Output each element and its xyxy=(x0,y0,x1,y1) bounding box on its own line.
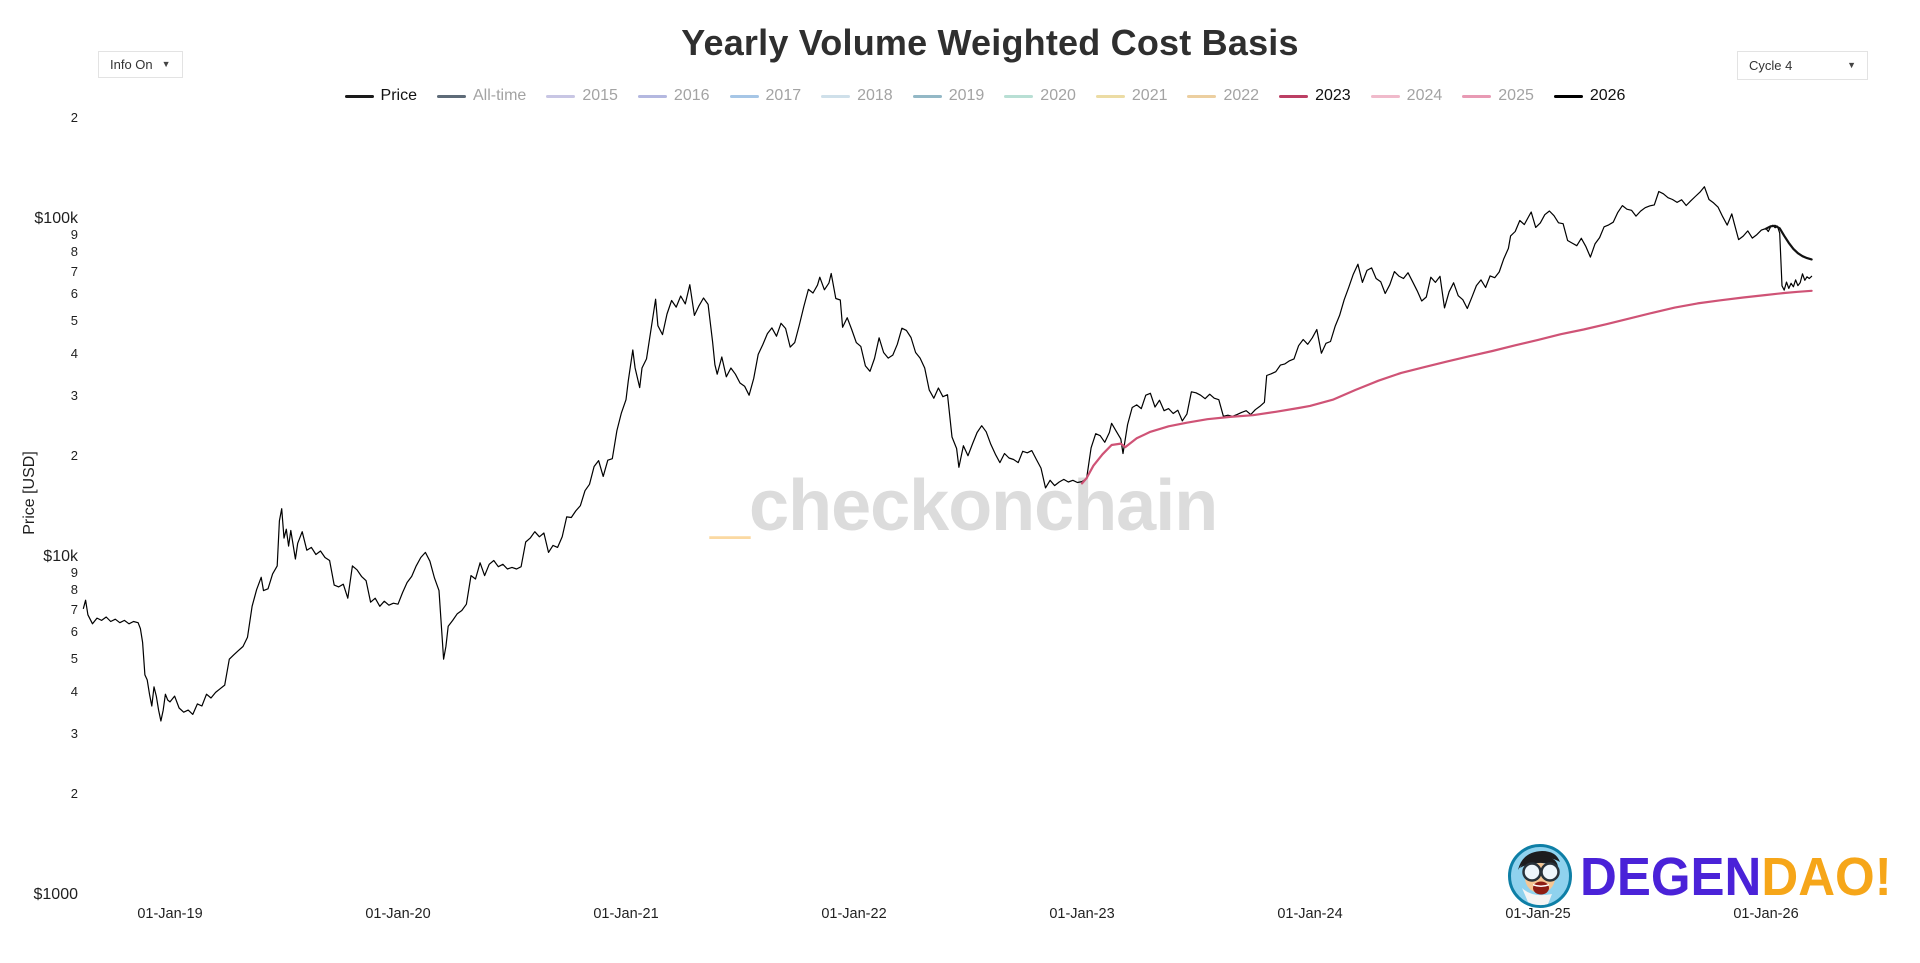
series-line-price xyxy=(82,186,1813,722)
legend-swatch-icon xyxy=(1370,94,1400,98)
legend-item-all-time[interactable]: All-time xyxy=(436,87,527,105)
legend-item-2024[interactable]: 2024 xyxy=(1370,87,1443,105)
legend-item-label: 2025 xyxy=(1498,87,1534,104)
legend-item-2023[interactable]: 2023 xyxy=(1279,87,1351,105)
series-line-2026 xyxy=(1764,224,1813,261)
x-tick-label: 01-Jan-23 xyxy=(1049,906,1115,922)
legend-item-label: 2022 xyxy=(1223,87,1260,104)
legend-swatch-icon xyxy=(436,94,466,98)
y-tick-label: 4 xyxy=(70,346,78,361)
checkonchain-watermark: _checkonchain xyxy=(710,470,1218,542)
legend-item-2020[interactable]: 2020 xyxy=(1004,87,1076,105)
legend-item-label: 2021 xyxy=(1131,87,1168,104)
y-tick-label: 2 xyxy=(70,785,78,801)
info-toggle-button[interactable]: Info On ▼ xyxy=(98,51,183,78)
y-tick-label: 2 xyxy=(70,109,78,125)
legend-item-2025[interactable]: 2025 xyxy=(1462,87,1534,105)
legend-swatch-icon xyxy=(821,94,851,98)
legend-item-price[interactable]: Price xyxy=(344,87,417,105)
cycle-select[interactable]: Cycle 4 ▼ xyxy=(1737,51,1868,80)
legend-item-2018[interactable]: 2018 xyxy=(821,87,893,105)
y-tick-label: $1000 xyxy=(33,886,79,903)
legend-item-label: 2024 xyxy=(1406,87,1443,104)
info-toggle-label: Info On xyxy=(110,57,153,72)
x-tick-label: 01-Jan-19 xyxy=(137,906,203,922)
legend-item-label: All-time xyxy=(472,87,527,104)
chart-legend: Price All-time 2015 2016 2017 2018 2019 2020 202… xyxy=(50,87,1920,105)
legend-item-label: Price xyxy=(380,87,417,104)
y-tick-label: 9 xyxy=(70,564,78,580)
x-tick-label: 01-Jan-25 xyxy=(1505,906,1571,922)
cycle-select-value: Cycle 4 xyxy=(1749,58,1793,73)
degendao-logo: DEGENDAO! xyxy=(1508,843,1892,909)
legend-swatch-icon xyxy=(546,94,576,98)
legend-item-2019[interactable]: 2019 xyxy=(912,87,985,105)
y-tick-label: 6 xyxy=(70,286,78,302)
series-line-2023 xyxy=(1080,289,1813,485)
y-tick-label: 7 xyxy=(70,601,78,617)
page-title: Yearly Volume Weighted Cost Basis xyxy=(681,22,1299,63)
y-tick-label: 6 xyxy=(70,624,78,640)
y-tick-label: $100k xyxy=(34,210,78,227)
x-tick-label: 01-Jan-21 xyxy=(593,906,659,922)
y-tick-label: 2 xyxy=(70,447,78,463)
y-tick-label: 9 xyxy=(70,226,78,242)
legend-swatch-icon xyxy=(1279,94,1309,98)
x-tick-label: 01-Jan-22 xyxy=(821,906,887,922)
legend-swatch-icon xyxy=(1187,94,1217,98)
legend-item-label: 2026 xyxy=(1589,87,1626,104)
y-tick-label: 3 xyxy=(70,388,78,404)
y-tick-label: 5 xyxy=(70,313,78,329)
legend-swatch-icon xyxy=(637,94,667,98)
y-tick-label: 8 xyxy=(70,582,78,598)
legend-item-label: 2023 xyxy=(1315,87,1351,104)
legend-swatch-icon xyxy=(1553,94,1583,98)
y-tick-label: $10k xyxy=(43,548,78,565)
legend-item-2016[interactable]: 2016 xyxy=(637,87,710,105)
legend-item-label: 2019 xyxy=(948,87,985,104)
x-tick-label: 01-Jan-20 xyxy=(365,906,431,922)
legend-swatch-icon xyxy=(1462,94,1492,98)
degendao-mascot-avatar xyxy=(1508,844,1572,908)
y-tick-label: 8 xyxy=(70,244,78,260)
watermark-text: checkonchain xyxy=(749,466,1218,546)
y-tick-label: 4 xyxy=(70,684,78,699)
legend-item-2021[interactable]: 2021 xyxy=(1095,87,1168,105)
legend-swatch-icon xyxy=(1004,94,1034,98)
degendao-wordmark: DEGENDAO! xyxy=(1580,849,1892,903)
legend-item-label: 2018 xyxy=(857,87,893,104)
legend-item-2022[interactable]: 2022 xyxy=(1187,87,1259,105)
caret-down-icon: ▼ xyxy=(161,59,171,69)
x-tick-label: 01-Jan-24 xyxy=(1277,906,1343,922)
legend-swatch-icon xyxy=(912,94,942,98)
y-tick-label: 3 xyxy=(70,726,78,742)
y-tick-label: 5 xyxy=(70,651,78,667)
legend-swatch-icon xyxy=(729,94,759,98)
legend-item-label: 2016 xyxy=(673,87,710,104)
legend-item-2026[interactable]: 2026 xyxy=(1553,87,1626,105)
degendao-wordmark-dao: DAO! xyxy=(1761,846,1892,906)
legend-swatch-icon xyxy=(344,94,374,98)
legend-item-2017[interactable]: 2017 xyxy=(729,87,802,105)
legend-item-label: 2020 xyxy=(1040,87,1076,104)
legend-swatch-icon xyxy=(1095,94,1125,98)
x-tick-label: 01-Jan-26 xyxy=(1733,906,1799,922)
y-tick-label: 7 xyxy=(70,263,78,279)
legend-item-label: 2017 xyxy=(765,87,802,104)
watermark-underscore: _ xyxy=(710,466,750,546)
legend-item-2015[interactable]: 2015 xyxy=(546,87,618,105)
degendao-wordmark-degen: DEGEN xyxy=(1580,846,1762,906)
caret-down-icon: ▼ xyxy=(1847,60,1856,70)
legend-item-label: 2015 xyxy=(582,87,618,104)
